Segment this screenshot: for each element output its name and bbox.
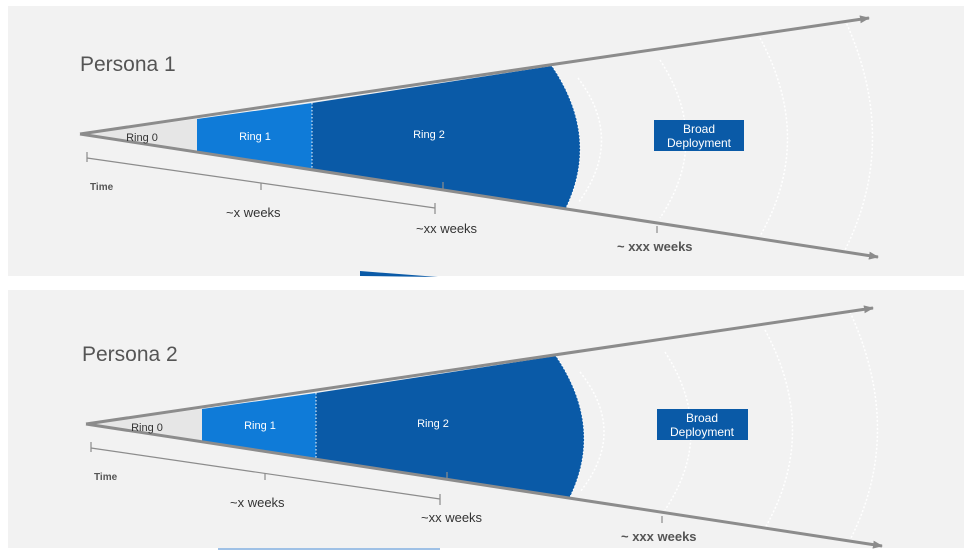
broad-deployment-box: Broad Deployment [657,409,748,440]
broad-label-line1: Broad [686,411,718,425]
persona-title: Persona 2 [82,343,178,366]
ring-1-label: Ring 1 [239,131,271,143]
broad-deployment-box: Broad Deployment [654,120,744,151]
weeks-xxx-label: ~ xxx weeks [617,239,693,254]
ring-1-label: Ring 1 [244,420,276,432]
weeks-x-label: ~x weeks [230,495,285,510]
time-label: Time [94,472,118,483]
ring-2-label: Ring 2 [413,129,445,141]
broad-label-line1: Broad [683,122,715,136]
weeks-xx-label: ~xx weeks [416,221,478,236]
broad-label-line2: Deployment [670,425,735,439]
ring-0-label: Ring 0 [131,422,163,434]
ring-0-label: Ring 0 [126,132,158,144]
ring-2-label: Ring 2 [417,418,449,430]
time-label: Time [90,182,114,193]
weeks-x-label: ~x weeks [226,205,281,220]
persona-title: Persona 1 [80,53,176,76]
weeks-xxx-label: ~ xxx weeks [621,529,697,544]
broad-label-line2: Deployment [667,136,732,150]
weeks-xx-label: ~xx weeks [421,510,483,525]
